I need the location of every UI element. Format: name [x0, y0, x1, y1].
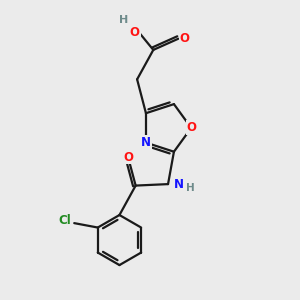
- Text: H: H: [186, 183, 194, 193]
- Text: N: N: [141, 136, 151, 149]
- Text: O: O: [130, 26, 140, 39]
- Text: O: O: [123, 151, 133, 164]
- Text: O: O: [180, 32, 190, 45]
- Text: N: N: [174, 178, 184, 190]
- Text: O: O: [187, 122, 197, 134]
- Text: H: H: [119, 16, 128, 26]
- Text: Cl: Cl: [58, 214, 71, 227]
